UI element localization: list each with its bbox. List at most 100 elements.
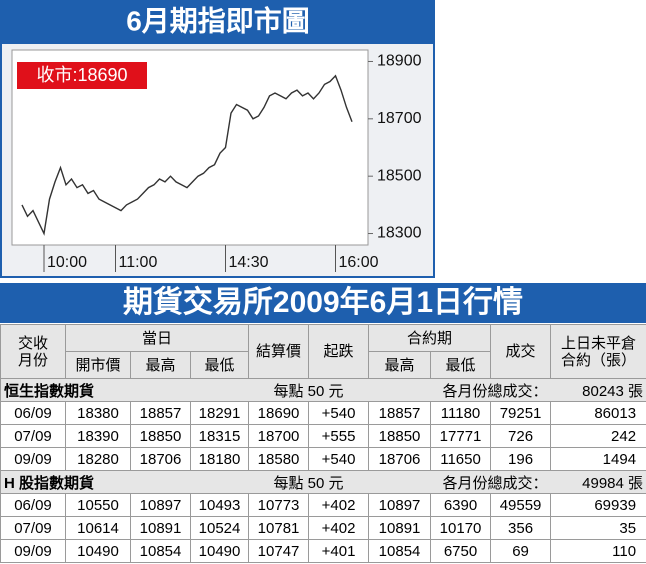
data-row: 07/09 10614 10891 10524 10781 +402 10891 10170 3…	[0, 516, 646, 540]
y-tick-label: 18700	[377, 110, 422, 127]
data-row: 09/09 18280 18706 18180 18580 +540 18706 11650 1…	[0, 447, 646, 471]
cell: 10891	[130, 516, 191, 540]
price-line	[21, 74, 353, 236]
header-cell: 合約期	[368, 324, 492, 352]
cell: 49559	[490, 493, 552, 517]
cell: 10854	[130, 539, 191, 563]
x-tick-label: 10:00	[47, 254, 87, 271]
y-tick-label: 18300	[377, 225, 422, 242]
cell: 18850	[368, 424, 432, 448]
cell: 18850	[130, 424, 191, 448]
header-cell: 最高	[130, 351, 191, 379]
cell: 10897	[130, 493, 191, 517]
cell: 18857	[130, 401, 191, 425]
cell: 09/09	[0, 447, 66, 471]
cell: +402	[308, 516, 370, 540]
cell: +540	[308, 447, 370, 471]
cell: 18291	[189, 401, 250, 425]
cell: 每點 50 元	[248, 470, 369, 494]
cell: 10891	[368, 516, 432, 540]
cell: 10614	[65, 516, 131, 540]
chart: 6月期指即市圖 收市:18690 18300 18500 18700 18900 10:…	[0, 0, 435, 278]
cell: +555	[308, 424, 370, 448]
data-row: 06/09 10550 10897 10493 10773 +402 10897 6390 49…	[0, 493, 646, 517]
cell: 06/09	[0, 401, 66, 425]
cell: 10490	[189, 539, 250, 563]
cell: 恒生指數期貨	[0, 378, 249, 402]
cell: 10170	[430, 516, 492, 540]
cell: 6390	[430, 493, 492, 517]
header-text: 上日未平倉	[561, 334, 637, 352]
cell: 每點 50 元	[248, 378, 369, 402]
cell: 1494	[550, 447, 646, 471]
cell: 各月份總成交：	[368, 470, 551, 494]
cell: 10490	[65, 539, 131, 563]
cell: 18580	[248, 447, 310, 471]
header-text: 合約（張）	[561, 351, 637, 369]
data-row: 06/09 18380 18857 18291 18690 +540 18857 11180 7…	[0, 401, 646, 425]
header-cell: 最高	[368, 351, 432, 379]
y-tick-label: 18900	[377, 53, 422, 70]
cell: 18706	[130, 447, 191, 471]
cell: 09/09	[0, 539, 66, 563]
header-text: 交收	[17, 334, 48, 352]
chart-title: 6月期指即市圖	[126, 4, 310, 36]
cell: 196	[490, 447, 552, 471]
cell: 6750	[430, 539, 492, 563]
quotes-table: 交收 月份 當日 結算價 起跌 合約期 成交 上日未平倉 合約（張） 開市價 最高 …	[0, 324, 646, 563]
cell: 18380	[65, 401, 131, 425]
y-tick-label: 18500	[377, 167, 422, 184]
cell: 18700	[248, 424, 310, 448]
cell: 35	[550, 516, 646, 540]
cell: 69	[490, 539, 552, 563]
cell: 242	[550, 424, 646, 448]
data-row: 07/09 18390 18850 18315 18700 +555 18850 17771 7…	[0, 424, 646, 448]
cell: 各月份總成交：	[368, 378, 551, 402]
cell: 10550	[65, 493, 131, 517]
cell: 06/09	[0, 493, 66, 517]
cell: 18280	[65, 447, 131, 471]
x-tick-label: 11:00	[119, 254, 158, 271]
cell: 07/09	[0, 424, 66, 448]
table-body: 恒生指數期貨 每點 50 元各月份總成交： 80243 張 06/09 18380 188…	[0, 378, 646, 563]
cell: 18857	[368, 401, 432, 425]
header-cell: 結算價	[248, 324, 310, 379]
cell: 10493	[189, 493, 250, 517]
cell: 356	[490, 516, 552, 540]
data-row: 09/09 10490 10854 10490 10747 +401 10854 6750 69…	[0, 539, 646, 563]
cell: 10524	[189, 516, 250, 540]
close-badge	[17, 62, 147, 89]
cell: 10747	[248, 539, 310, 563]
chart-header	[1, 1, 434, 44]
header-cell: 成交	[490, 324, 552, 379]
header-cell: 開市價	[65, 351, 131, 379]
cell: 18690	[248, 401, 310, 425]
table-title: 期貨交易所2009年6月1日行情	[0, 283, 646, 323]
cell: 18315	[189, 424, 250, 448]
close-label: 收市:18690	[36, 65, 127, 85]
header-cell: 上日未平倉 合約（張）	[550, 324, 646, 379]
cell: 18180	[189, 447, 250, 471]
header-cell: 最低	[430, 351, 492, 379]
header-cell: 當日	[64, 324, 250, 352]
cell: 86013	[550, 401, 646, 425]
cell: 110	[550, 539, 646, 563]
cell: 10854	[368, 539, 432, 563]
cell: 10773	[248, 493, 310, 517]
cell: 10781	[248, 516, 310, 540]
cell: 11180	[430, 401, 492, 425]
cell: +401	[308, 539, 370, 563]
cell: 18390	[65, 424, 131, 448]
header-cell: 最低	[189, 351, 250, 379]
cell: 10897	[368, 493, 432, 517]
cell: +402	[308, 493, 370, 517]
cell: 11650	[430, 447, 492, 471]
cell: 18706	[368, 447, 432, 471]
header-cell: 起跌	[308, 324, 370, 379]
x-tick-label: 16:00	[339, 254, 379, 271]
cell: 07/09	[0, 516, 66, 540]
cell: 17771	[430, 424, 492, 448]
header-cell: 交收 月份	[0, 324, 66, 379]
cell: 80243 張	[550, 378, 646, 402]
